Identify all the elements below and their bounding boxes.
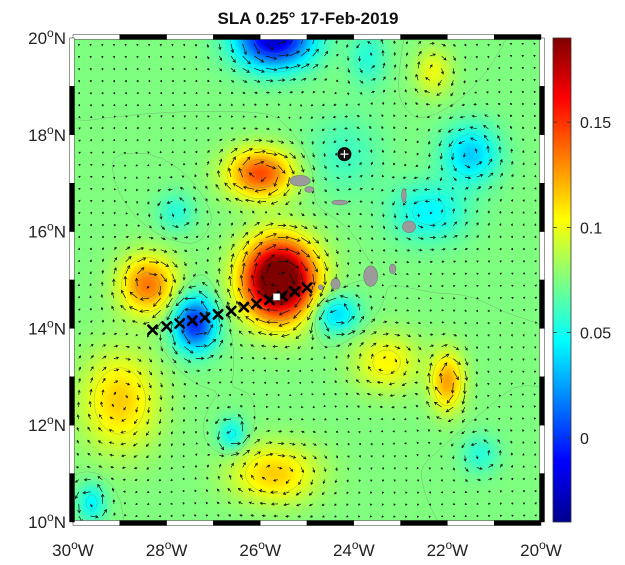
map-frame	[69, 34, 545, 526]
frame-segment-left	[69, 231, 75, 281]
x-axis-ticks: 30oW 28oW 26oW 24oW 22oW 20oW	[52, 538, 562, 560]
track-point	[186, 315, 198, 327]
colorbar-tick-label: 0.15	[580, 115, 611, 132]
ship-track	[147, 282, 313, 336]
frame-segment-right	[539, 37, 545, 87]
colorbar-tick-label: 0.05	[580, 326, 611, 343]
track-point	[174, 318, 186, 330]
island-shape	[389, 263, 397, 275]
frame-segment-left	[69, 182, 75, 232]
frame-segment-left	[69, 425, 75, 474]
frame-segment-top	[119, 34, 167, 40]
colorbar-tick-label: 0	[580, 431, 589, 448]
markers-layer	[272, 147, 352, 301]
geostrophic-velocity-arrows	[74, 38, 538, 522]
island-shape	[330, 278, 341, 290]
frame-segment-bottom	[119, 520, 167, 526]
y-axis-ticks: 10oN 12oN 14oN 16oN 18oN 20oN	[28, 26, 66, 532]
frame-segment-top	[494, 34, 542, 40]
frame-segment-left	[69, 376, 75, 426]
x-tick-label: 22oW	[427, 538, 469, 560]
frame-segment-left	[69, 279, 75, 329]
islands-layer	[289, 175, 416, 290]
frame-segment-right	[539, 279, 545, 329]
y-tick-label: 14oN	[28, 316, 66, 338]
track-point	[161, 320, 173, 332]
frame-segment-bottom	[353, 520, 401, 526]
map-title: SLA 0.25° 17-Feb-2019	[218, 9, 399, 28]
x-tick-label: 24oW	[333, 538, 375, 560]
frame-segment-top	[166, 34, 214, 40]
y-tick-label: 18oN	[28, 123, 66, 145]
frame-segment-left	[69, 86, 75, 136]
x-tick-label: 30oW	[52, 538, 94, 560]
x-tick-label: 28oW	[146, 538, 188, 560]
white-marker	[272, 293, 281, 301]
y-tick-label: 20oN	[28, 26, 66, 48]
frame-segment-bottom	[260, 520, 308, 526]
frame-segment-right	[539, 376, 545, 426]
velocity-arrows	[74, 38, 538, 522]
frame-segment-top	[353, 34, 401, 40]
colorbar: 0 0.05 0.1 0.15	[552, 37, 611, 523]
frame-segment-top	[400, 34, 448, 40]
frame-segment-bottom	[306, 520, 354, 526]
frame-segment-right	[539, 425, 545, 474]
island-shape	[317, 284, 324, 290]
frame-segment-right	[539, 328, 545, 377]
y-tick-label: 16oN	[28, 220, 66, 242]
track-point	[225, 305, 237, 317]
frame-segment-top	[213, 34, 261, 40]
frame-segment-right	[539, 473, 545, 523]
colorbar-ticks: 0 0.05 0.1 0.15	[553, 115, 611, 448]
track-point	[250, 298, 262, 310]
track-point	[264, 294, 276, 306]
track-point	[238, 301, 250, 313]
frame-segment-left	[69, 473, 75, 523]
y-tick-label: 12oN	[28, 413, 66, 435]
frame-segment-top	[72, 34, 120, 40]
x-tick-label: 26oW	[239, 538, 281, 560]
frame-segment-top	[306, 34, 354, 40]
frame-segment-top	[447, 34, 495, 40]
frame-segment-top	[260, 34, 308, 40]
frame-segment-right	[539, 134, 545, 184]
frame-segment-bottom	[400, 520, 448, 526]
island-shape	[289, 175, 311, 187]
sla-contour-line	[135, 159, 316, 321]
track-point	[147, 324, 159, 336]
frame-segment-bottom	[494, 520, 542, 526]
map-plot-area	[69, 34, 545, 526]
colorbar-tick-label: 0.1	[580, 220, 602, 237]
island-shape	[401, 188, 407, 203]
island-shape	[304, 186, 315, 193]
frame-segment-right	[539, 86, 545, 136]
frame-segment-right	[539, 182, 545, 232]
track-point	[289, 286, 301, 298]
frame-segment-left	[69, 328, 75, 377]
colorbar-gradient	[552, 37, 572, 523]
frame-segment-bottom	[213, 520, 261, 526]
sla-contour-line	[93, 148, 462, 494]
island-shape	[331, 199, 349, 206]
track-point	[199, 312, 211, 324]
y-tick-label: 10oN	[28, 510, 66, 532]
frame-segment-right	[539, 231, 545, 281]
track-point	[301, 282, 313, 294]
frame-segment-left	[69, 37, 75, 87]
frame-segment-left	[69, 134, 75, 184]
station-marker-cross	[340, 150, 349, 159]
frame-segment-bottom	[72, 520, 120, 526]
track-point	[212, 308, 224, 320]
x-tick-label: 20oW	[520, 538, 562, 560]
sla-field	[73, 38, 541, 522]
island-shape	[402, 220, 416, 233]
frame-segment-bottom	[447, 520, 495, 526]
island-shape	[363, 265, 378, 287]
frame-segment-bottom	[166, 520, 214, 526]
